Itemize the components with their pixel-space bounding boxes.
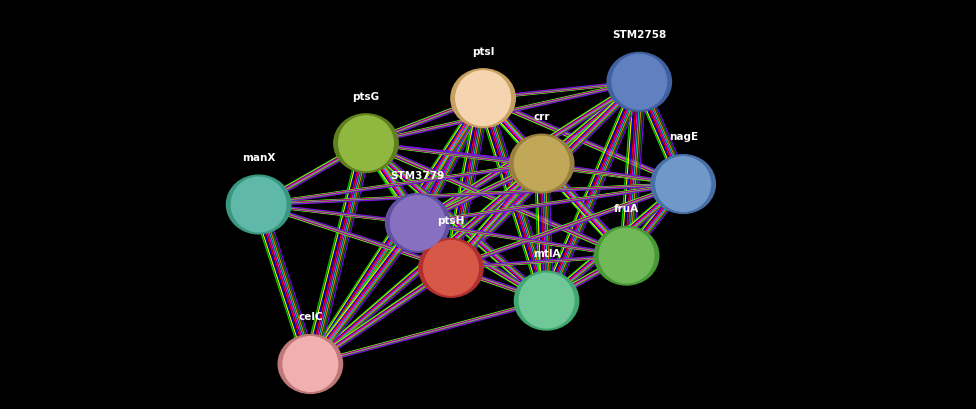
Ellipse shape: [514, 271, 579, 330]
Ellipse shape: [334, 114, 398, 173]
Ellipse shape: [278, 335, 343, 393]
Text: STM3779: STM3779: [390, 171, 445, 181]
Ellipse shape: [519, 273, 574, 328]
Ellipse shape: [509, 134, 574, 193]
Ellipse shape: [231, 177, 286, 232]
Ellipse shape: [594, 226, 659, 285]
Ellipse shape: [339, 116, 393, 171]
Ellipse shape: [612, 54, 667, 109]
Ellipse shape: [514, 136, 569, 191]
Ellipse shape: [386, 193, 450, 252]
Text: nagE: nagE: [669, 133, 698, 142]
Text: ptsG: ptsG: [352, 92, 380, 101]
Text: manX: manX: [242, 153, 275, 163]
Ellipse shape: [599, 228, 654, 283]
Text: mtlA: mtlA: [533, 249, 560, 259]
Ellipse shape: [607, 52, 671, 111]
Text: STM2758: STM2758: [612, 30, 667, 40]
Ellipse shape: [424, 240, 478, 295]
Ellipse shape: [226, 175, 291, 234]
Text: ptsH: ptsH: [437, 216, 465, 226]
Ellipse shape: [451, 69, 515, 128]
Text: ptsI: ptsI: [471, 47, 495, 56]
Ellipse shape: [651, 155, 715, 213]
Ellipse shape: [283, 337, 338, 391]
Text: fruA: fruA: [614, 204, 639, 214]
Ellipse shape: [456, 71, 510, 126]
Ellipse shape: [390, 196, 445, 250]
Ellipse shape: [656, 157, 711, 211]
Ellipse shape: [419, 238, 483, 297]
Text: crr: crr: [534, 112, 549, 122]
Text: celC: celC: [298, 312, 323, 322]
